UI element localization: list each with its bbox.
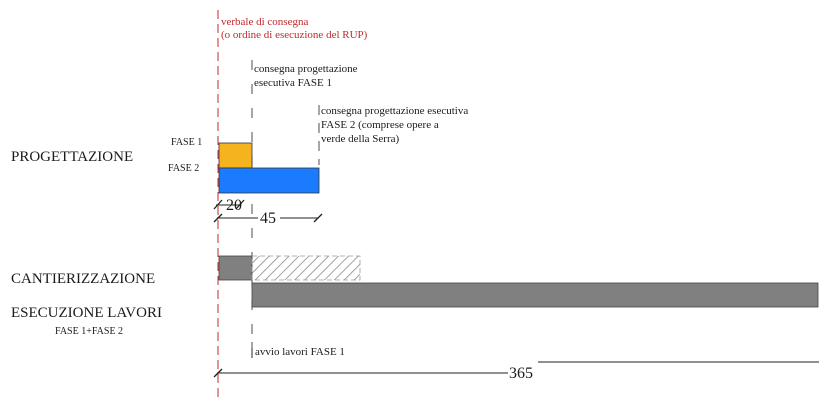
verbale-note-line1: verbale di consegna — [221, 16, 308, 28]
row-label-fase1: FASE 1 — [171, 137, 202, 148]
dim-45-tick-left — [213, 213, 223, 223]
dim-20-tick-right — [235, 199, 245, 210]
bar-fase2-progettazione — [218, 167, 320, 194]
dim-45-label-bg — [258, 208, 280, 224]
bar-cantierizzazione-hatched — [251, 255, 361, 281]
bar-fase1-progettazione — [218, 142, 253, 169]
verbale-note-line2: (o ordine di esecuzione del RUP) — [221, 29, 368, 41]
row-label-progettazione: PROGETTAZIONE — [11, 149, 133, 165]
dim-365-label: 365 — [509, 365, 533, 382]
fase2-note-line1: consegna progettazione esecutiva — [321, 105, 468, 117]
dim-20-label: 20 — [226, 197, 242, 214]
fase2-note-line2: FASE 2 (comprese opere a — [321, 119, 439, 131]
dim-45-label: 45 — [260, 210, 276, 227]
avvio-note: avvio lavori FASE 1 — [255, 346, 345, 358]
bar-cantierizzazione — [218, 255, 253, 281]
dim-365-tick-left — [213, 368, 223, 378]
fase1-note-line1: consegna progettazione — [254, 63, 358, 75]
dim-20-tick-left — [213, 199, 223, 210]
row-label-esecuzione: ESECUZIONE LAVORI — [11, 305, 162, 321]
row-label-esecuzione-sub: FASE 1+FASE 2 — [55, 326, 123, 337]
bar-esecuzione-lavori — [251, 282, 819, 308]
row-label-cantierizzazione: CANTIERIZZAZIONE — [11, 271, 155, 287]
dim-45-tick-right — [313, 213, 323, 223]
fase2-note-line3: verde della Serra) — [321, 133, 400, 145]
row-label-fase2: FASE 2 — [168, 163, 199, 174]
fase1-note-line2: esecutiva FASE 1 — [254, 77, 332, 89]
